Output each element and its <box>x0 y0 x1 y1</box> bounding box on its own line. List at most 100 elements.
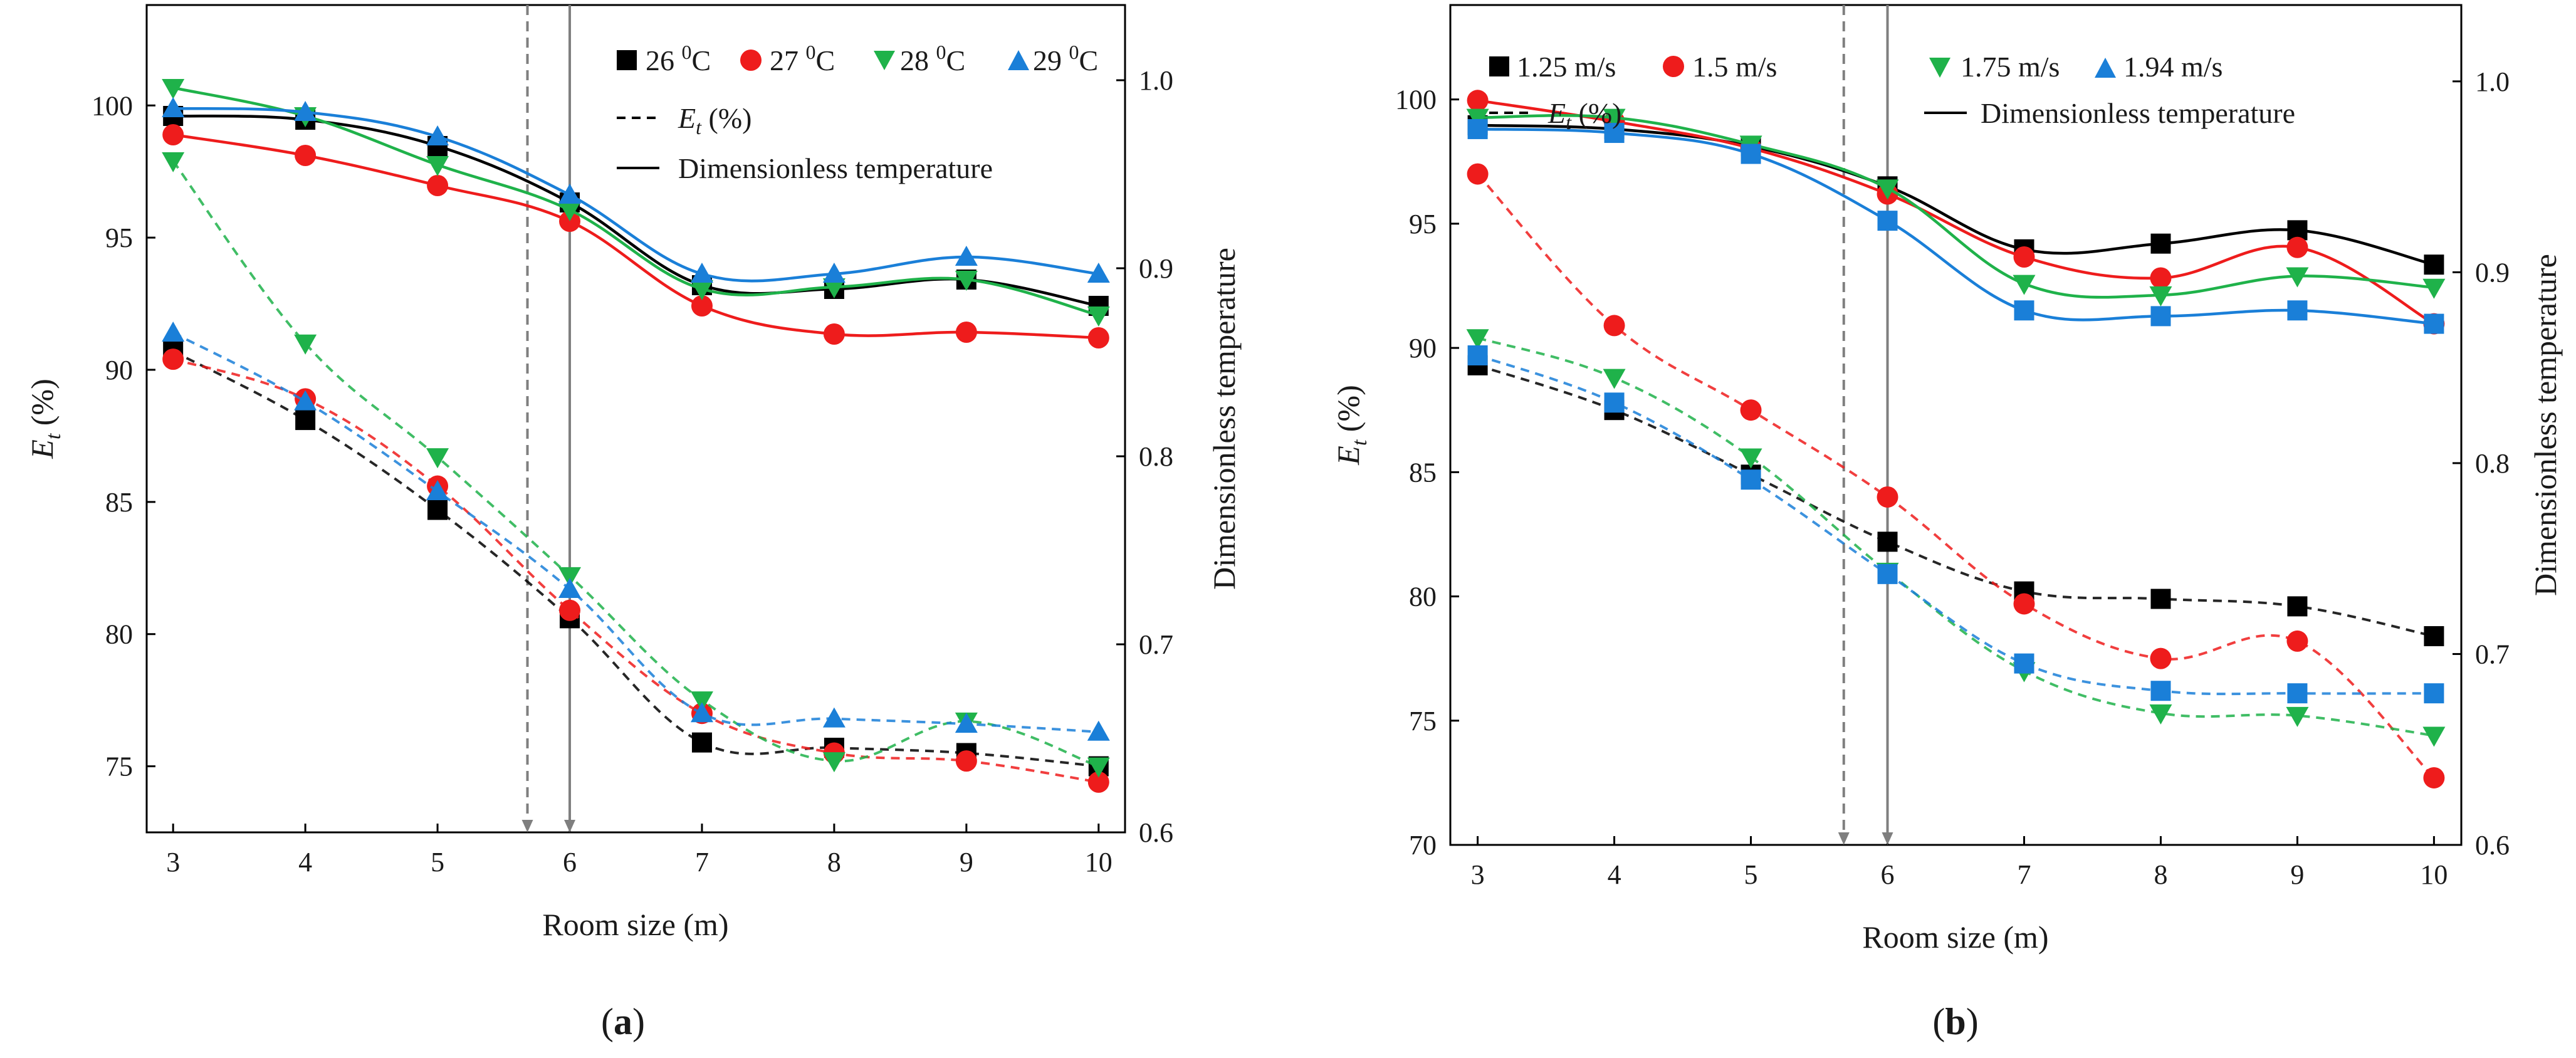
efficiency-point-b-1-1 <box>1603 315 1625 337</box>
dimensionless-point-b-3-0 <box>1467 118 1488 139</box>
series-a-1 <box>162 124 1109 793</box>
legend-a-marker-3 <box>1008 50 1029 70</box>
dimensionless-point-a-1-5 <box>823 323 845 345</box>
y-tick-label-b-3: 85 <box>1409 457 1437 488</box>
y-axis-title-a-sub: t <box>42 432 65 439</box>
legend-a-marker-2 <box>874 51 895 70</box>
y-tick-label-b-0: 70 <box>1409 830 1437 861</box>
y-tick-label-a-0: 75 <box>105 752 133 782</box>
efficiency-point-b-1-4 <box>2013 593 2035 615</box>
dimensionless-point-a-3-6 <box>955 246 978 266</box>
chart-panel-b: 3 4 5 6 7 8 9 107075808590951000.60.70.80.91.0 … <box>1331 4 2563 1042</box>
dimensionless-point-a-2-4 <box>690 280 713 300</box>
efficiency-point-a-2-0 <box>162 152 185 172</box>
legend-b-marker-3 <box>2095 58 2116 78</box>
legend-b-marker-0 <box>1489 56 1509 76</box>
efficiency-point-a-2-3 <box>558 567 582 587</box>
y-tick-label-b-2: 80 <box>1409 582 1437 612</box>
y2-tick-label-b-2: 0.8 <box>2475 448 2510 479</box>
x-tick-label-b-6: 9 <box>2290 859 2304 890</box>
efficiency-point-b-3-5 <box>2150 681 2171 701</box>
efficiency-point-b-0-3 <box>1877 532 1898 552</box>
plot-frame-b <box>1449 4 2463 846</box>
efficiency-point-a-2-7 <box>1087 757 1110 778</box>
y2-tick-label-a-0: 0.6 <box>1139 817 1173 848</box>
y-tick-label-a-1: 80 <box>105 619 133 650</box>
legend-b-solid-label: Dimensionless temperature <box>1981 97 2295 129</box>
efficiency-point-a-1-3 <box>559 599 581 621</box>
x-tick-label-b-7: 10 <box>2420 859 2448 890</box>
dimensionless-point-a-2-3 <box>558 201 582 221</box>
y2-tick-label-a-1: 0.7 <box>1139 629 1173 660</box>
guide-arrow-a-0 <box>521 820 533 832</box>
efficiency-point-a-3-4 <box>690 702 713 723</box>
chart-marks-b: 3 4 5 6 7 8 9 10 70 75 80 85 90 95 100 0.6 0.7 0.8 0.9 1.0 <box>1395 5 2510 890</box>
dimensionless-point-b-3-7 <box>2424 313 2444 334</box>
dimensionless-point-a-1-1 <box>295 145 317 166</box>
y2-tick-label-b-4: 1.0 <box>2475 66 2510 97</box>
y-tick-label-b-1: 75 <box>1409 706 1437 736</box>
dimensionless-point-b-2-3 <box>1876 179 1899 200</box>
legend-a-marker-0 <box>617 50 637 70</box>
legend-b-label-0: 1.25 m/s <box>1517 51 1616 83</box>
y2-tick-label-a-2: 0.8 <box>1139 441 1173 472</box>
dimensionless-point-a-3-2 <box>426 125 449 145</box>
dimensionless-point-a-1-7 <box>1087 327 1109 348</box>
dimensionless-point-b-3-3 <box>1877 211 1898 231</box>
x-tick-label-a-0: 3 <box>166 847 180 877</box>
dimensionless-point-a-3-7 <box>1087 263 1110 283</box>
dimensionless-point-b-3-1 <box>1604 123 1625 144</box>
efficiency-point-b-1-3 <box>1877 486 1898 508</box>
y2-tick-label-b-3: 0.9 <box>2475 257 2510 288</box>
y-axis-title-a-rest: (%) <box>24 379 60 433</box>
efficiency-line-a-0 <box>172 350 1099 768</box>
efficiency-point-b-0-6 <box>2287 596 2308 617</box>
dimensionless-point-a-2-2 <box>426 156 449 176</box>
legend-b-label-3: 1.94 m/s <box>2123 51 2223 83</box>
legend-a-label-3: 29 0C <box>1033 41 1098 76</box>
efficiency-point-b-2-5 <box>2149 704 2172 725</box>
efficiency-point-b-1-2 <box>1740 399 1762 421</box>
dimensionless-point-b-2-6 <box>2286 267 2309 288</box>
y-axis-title-a: Et (%) <box>24 379 65 459</box>
legend-a-label-1: 27 0C <box>770 41 835 76</box>
efficiency-point-b-2-0 <box>1466 329 1489 350</box>
efficiency-point-a-2-5 <box>822 752 846 773</box>
efficiency-point-b-1-0 <box>1467 163 1489 185</box>
y-tick-label-b-5: 95 <box>1409 209 1437 239</box>
dimensionless-point-a-2-7 <box>1087 306 1110 327</box>
efficiency-point-a-3-0 <box>162 321 185 342</box>
dimensionless-point-b-1-0 <box>1467 90 1489 112</box>
dimensionless-point-b-2-1 <box>1603 108 1626 129</box>
dimensionless-point-a-1-6 <box>955 322 977 343</box>
dimensionless-point-a-1-0 <box>162 124 184 145</box>
x-tick-label-a-6: 9 <box>960 847 973 877</box>
dimensionless-point-a-3-5 <box>822 263 846 283</box>
x-tick-label-a-5: 8 <box>827 847 841 877</box>
efficiency-point-a-0-2 <box>427 500 448 520</box>
y-tick-label-b-4: 90 <box>1409 333 1437 364</box>
dimensionless-point-b-2-0 <box>1466 108 1489 129</box>
efficiency-point-a-1-0 <box>162 348 184 370</box>
y2-axis-title-b: Dimensionless temperature <box>2528 254 2563 596</box>
efficiency-point-a-2-4 <box>690 691 713 712</box>
efficiency-point-b-3-1 <box>1604 392 1625 413</box>
x-tick-label-a-3: 6 <box>563 847 577 877</box>
panel-label-b: (b) <box>1932 1001 1978 1042</box>
y-axis-title-b-sub: t <box>1348 439 1371 446</box>
dimensionless-point-b-3-6 <box>2287 300 2308 321</box>
efficiency-point-b-3-7 <box>2424 683 2444 704</box>
efficiency-point-b-3-3 <box>1877 563 1898 584</box>
y-tick-label-a-3: 90 <box>105 355 133 385</box>
guide-arrow-a-1 <box>564 820 576 832</box>
dimensionless-line-a-1 <box>172 133 1099 340</box>
legend-b-marker-1 <box>1663 56 1684 77</box>
dimensionless-point-b-3-2 <box>1741 144 1761 164</box>
guide-arrow-b-1 <box>1882 832 1893 845</box>
panel-label-a: (a) <box>601 1001 645 1042</box>
legend-b: 1.25 m/s 1.5 m/s 1.75 m/s 1.94 m/s Et (%… <box>1489 51 2295 134</box>
dimensionless-point-b-1-5 <box>2150 267 2172 289</box>
y2-tick-label-b-1: 0.7 <box>2475 639 2510 669</box>
efficiency-point-b-1-6 <box>2286 630 2308 652</box>
efficiency-point-a-3-1 <box>294 390 317 411</box>
